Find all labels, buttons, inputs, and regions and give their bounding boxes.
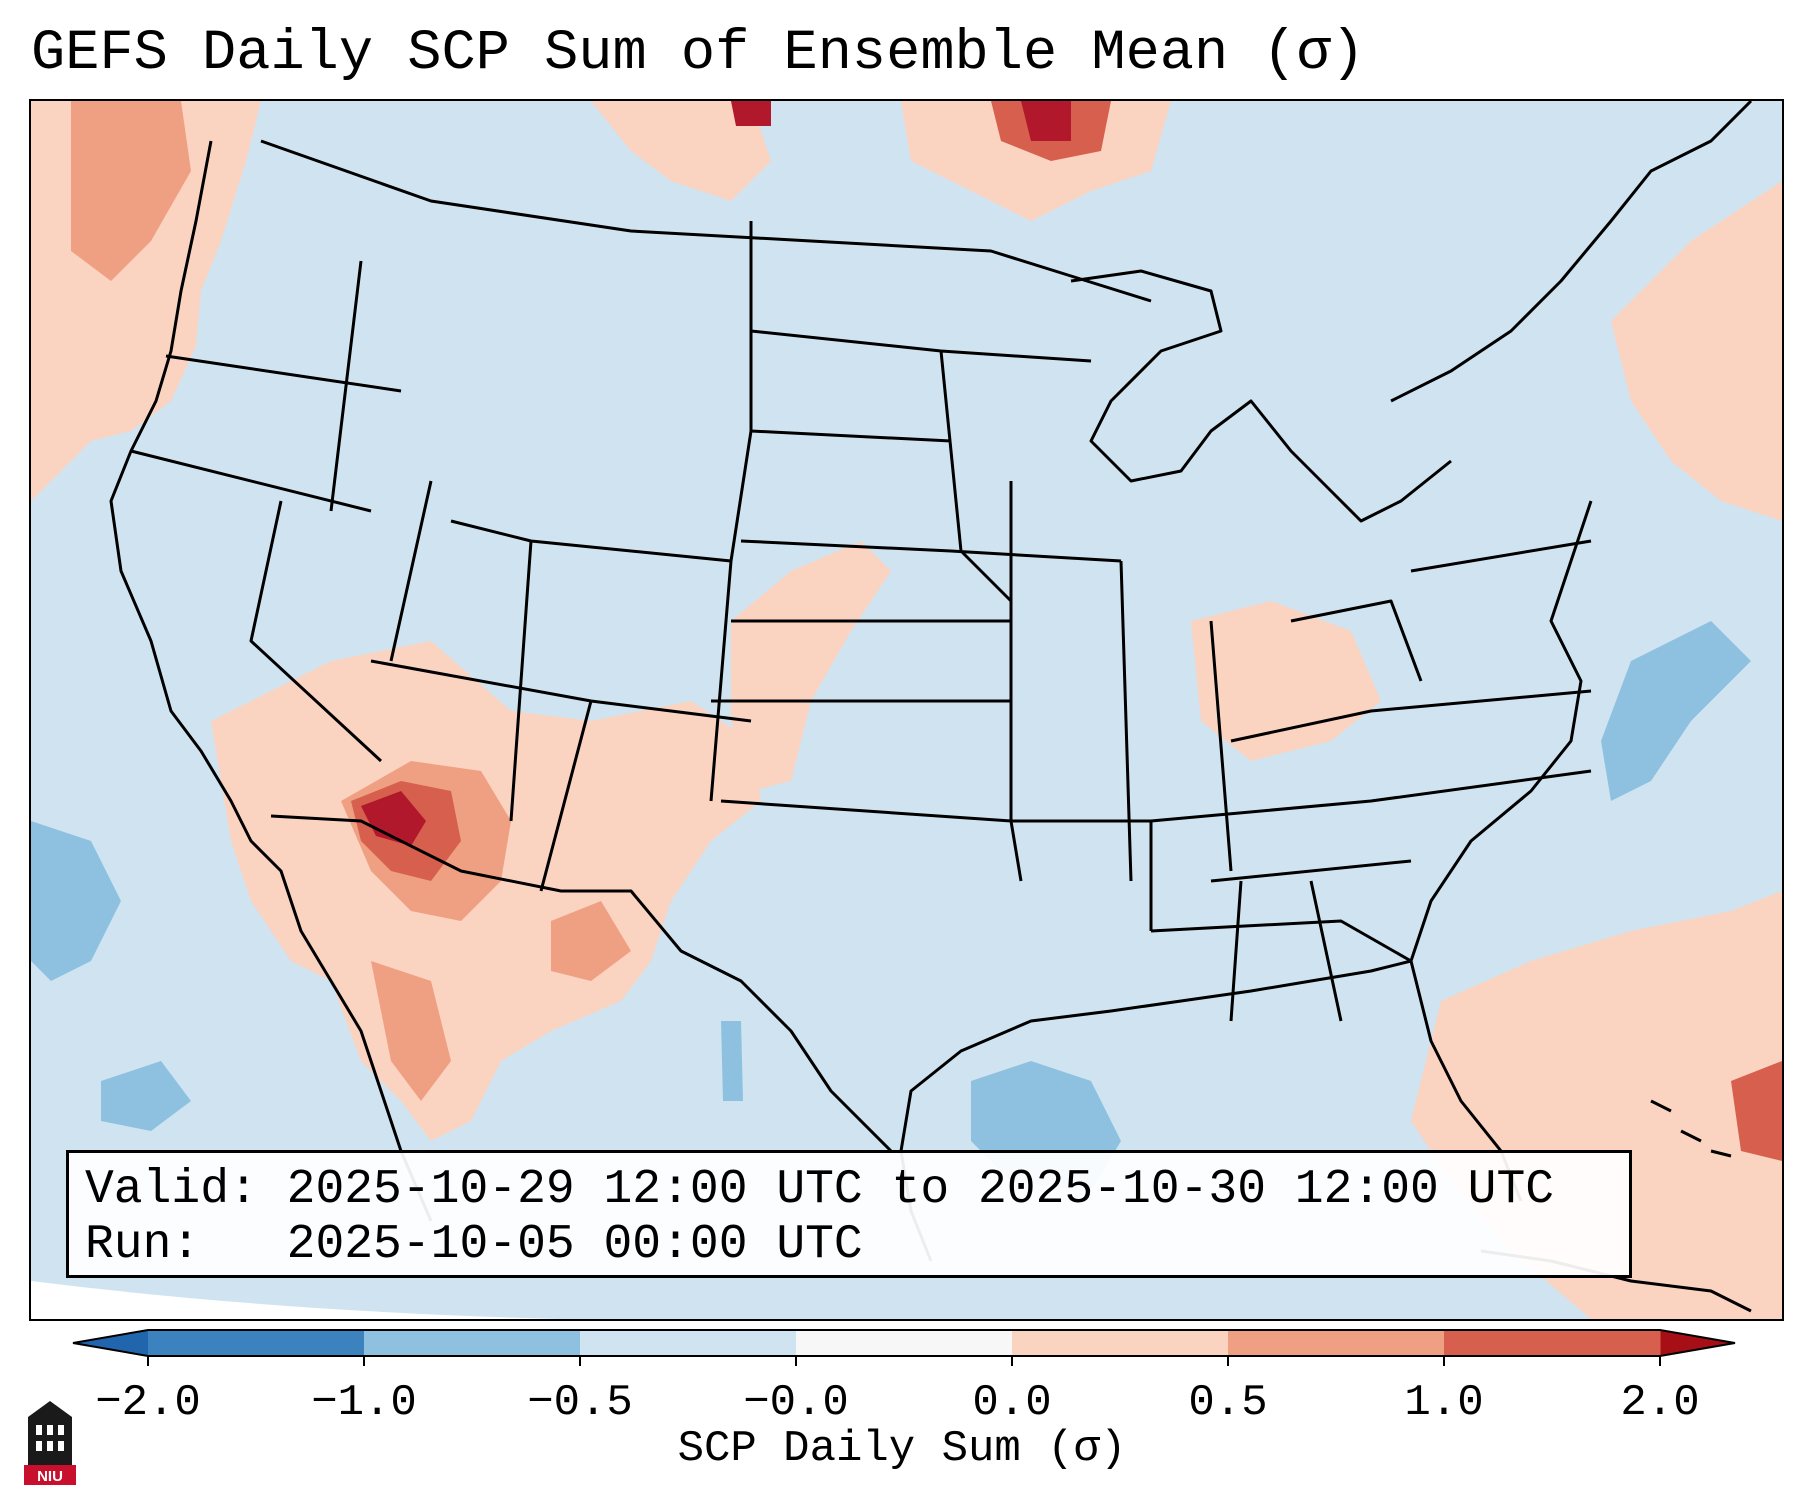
political-boundaries — [109, 101, 1753, 1313]
colorbar-extend-max — [1660, 1330, 1735, 1356]
colorbar-tick-label: 0.0 — [972, 1378, 1051, 1428]
anomaly-caribbean — [1731, 1061, 1782, 1161]
state-lines-east — [1119, 539, 1592, 1022]
colorbar-extend-min — [73, 1330, 148, 1356]
colorbar-segment — [1012, 1330, 1229, 1356]
colorbar-segment — [1228, 1330, 1445, 1356]
anomaly-baja — [371, 961, 451, 1101]
anomaly-canada — [591, 101, 771, 201]
anomaly-wa — [71, 101, 191, 281]
great-lakes — [1070, 269, 1452, 523]
colorbar-segment — [364, 1330, 581, 1356]
colorbar-tick-label: −2.0 — [95, 1378, 201, 1428]
colorbar: −2.0 −1.0 −0.5 −0.0 0.0 0.5 1.0 2.0 SCP Daily S… — [72, 1329, 1736, 1474]
colorbar-segments — [72, 1329, 1736, 1357]
east-coast — [1409, 500, 1593, 1202]
anomaly-northeast — [1611, 181, 1782, 521]
chart-title: GEFS Daily SCP Sum of Ensemble Mean (σ) — [31, 22, 1366, 86]
bahamas — [1650, 1099, 1732, 1158]
colorbar-tick-label: −1.0 — [311, 1378, 417, 1428]
colorbar-tick-label: −0.5 — [527, 1378, 633, 1428]
anomaly-nm — [551, 901, 631, 981]
colorbar-ticks: −2.0 −1.0 −0.5 −0.0 0.0 0.5 1.0 2.0 — [95, 1356, 1700, 1428]
anomaly-ohio — [1191, 601, 1381, 761]
colorbar-segment — [796, 1330, 1013, 1356]
colorbar-label: SCP Daily Sum (σ) — [678, 1424, 1127, 1474]
colorbar-tick-label: 1.0 — [1404, 1378, 1483, 1428]
valid-label: Valid: — [85, 1163, 258, 1217]
west-coast — [109, 140, 433, 1222]
run-label: Run: — [85, 1218, 201, 1272]
anomaly-pacific-negative-2 — [101, 1061, 191, 1131]
logo-text: NIU — [37, 1468, 63, 1485]
niu-logo: NIU — [24, 1401, 76, 1485]
colorbar-segment — [1444, 1330, 1661, 1356]
map-canvas — [31, 101, 1782, 1319]
northeast-coast — [1390, 101, 1753, 403]
anomaly-canada-peak — [1021, 101, 1071, 141]
colorbar-tick-label: 0.5 — [1188, 1378, 1267, 1428]
anomaly-texas-negative — [721, 1021, 743, 1101]
validity-info-box: Valid: 2025-10-29 12:00 UTC to 2025-10-3… — [66, 1150, 1632, 1278]
colorbar-segment — [148, 1330, 365, 1356]
valid-time-range: 2025-10-29 12:00 UTC to 2025-10-30 12:00… — [286, 1163, 1555, 1217]
anomaly-field-peak — [361, 101, 1071, 846]
map-panel — [29, 99, 1784, 1321]
state-lines-west — [130, 221, 753, 892]
anomaly-arizona-peak — [361, 791, 426, 846]
canada-border — [260, 139, 1152, 303]
projection-edge — [31, 1281, 931, 1319]
logo-banner — [24, 1465, 76, 1485]
colorbar-tick-label: −0.0 — [743, 1378, 849, 1428]
colorbar-tick-label: 2.0 — [1620, 1378, 1699, 1428]
anomaly-atlantic-negative — [1601, 621, 1751, 801]
colorbar-segment — [580, 1330, 797, 1356]
anomaly-pacific-negative — [31, 821, 121, 981]
anomaly-sd-canada-peak — [731, 101, 771, 126]
anomaly-plains — [731, 541, 891, 791]
mexico-border — [270, 814, 893, 1153]
run-time: 2025-10-05 00:00 UTC — [286, 1218, 863, 1272]
